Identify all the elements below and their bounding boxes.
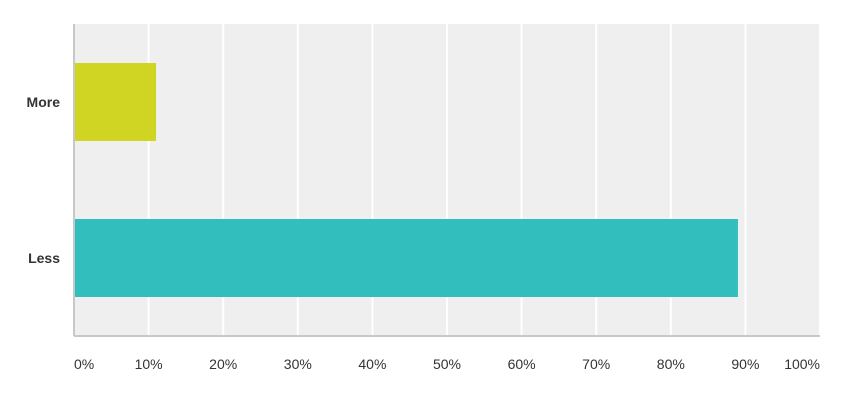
category-label-less: Less [28,250,60,266]
x-tick-label: 10% [135,356,163,372]
x-tick-label: 30% [284,356,312,372]
x-tick-label: 90% [731,356,759,372]
bar-less [74,219,738,297]
x-tick-label: 60% [508,356,536,372]
x-tick-label: 70% [582,356,610,372]
x-tick-label: 20% [209,356,237,372]
bars [74,63,738,297]
x-tick-label: 100% [784,356,820,372]
x-tick-label: 40% [358,356,386,372]
x-tick-label: 80% [657,356,685,372]
x-tick-labels: 0% 10% 20% 30% 40% 50% 60% 70% 80% 90% 100% [74,356,820,372]
category-label-more: More [27,94,61,110]
x-tick-label: 50% [433,356,461,372]
category-labels: More Less [27,94,61,266]
bar-more [74,63,157,141]
x-tick-label: 0% [74,356,94,372]
